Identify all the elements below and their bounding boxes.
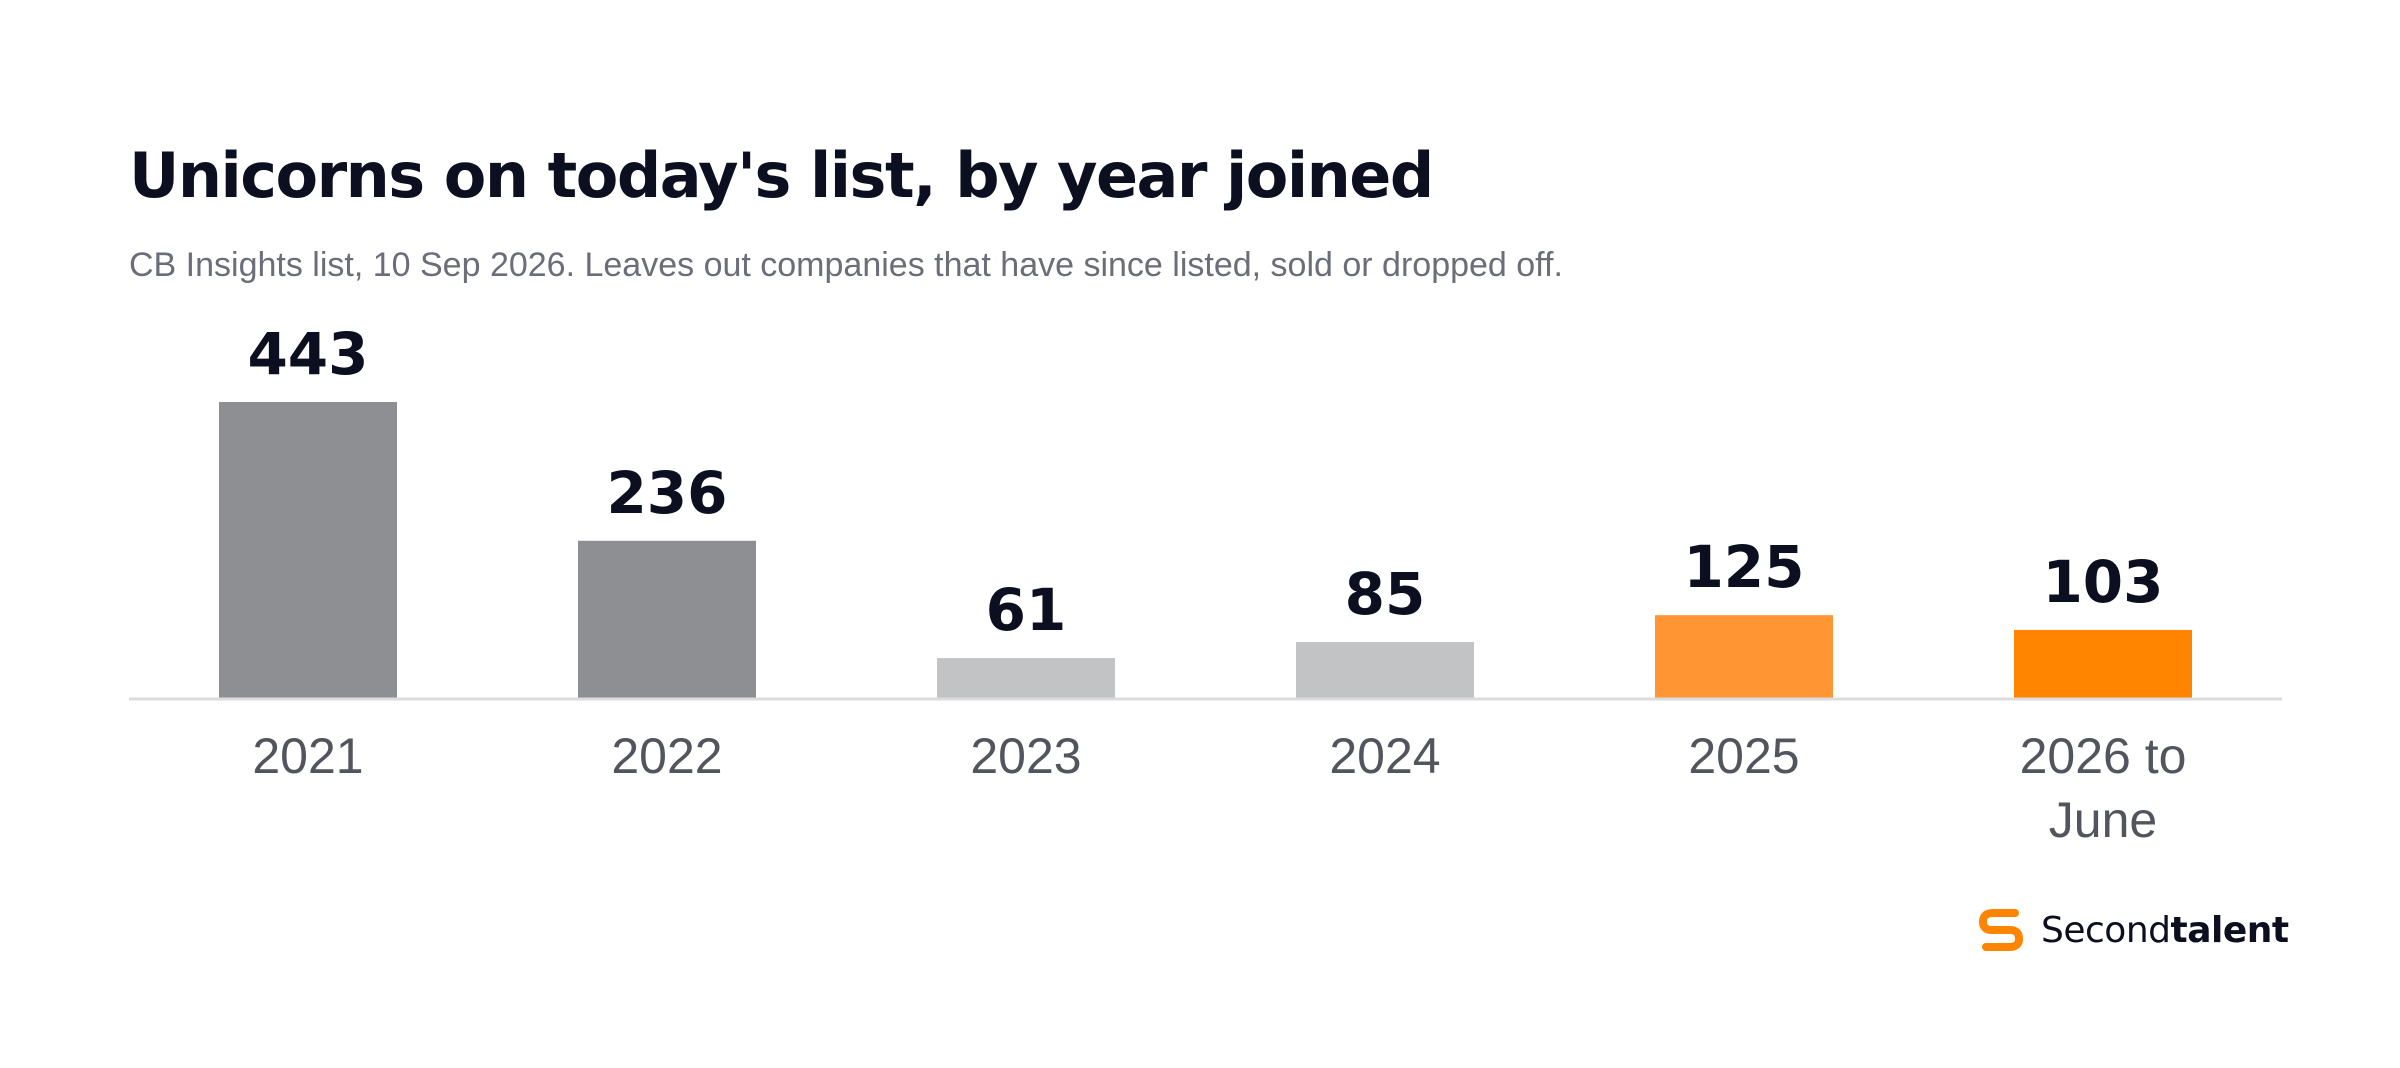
bar-2025 <box>1655 615 1833 699</box>
x-tick-label: 2024 <box>1329 728 1440 784</box>
x-tick-label: 2021 <box>252 728 363 784</box>
logo-wordmark-regular: Second <box>2041 909 2171 951</box>
logo-wordmark-bold: talent <box>2170 909 2290 951</box>
x-tick-label: June <box>2049 792 2157 848</box>
chart-title: Unicorns on today's list, by year joined <box>129 139 1434 212</box>
secondtalent-logo: Secondtalent <box>1975 902 2289 958</box>
bars-group <box>219 402 2192 699</box>
x-tick-labels-group: 2021 2022 2023 2024 2025 2026 to June <box>252 728 2186 848</box>
x-tick-label: 2023 <box>970 728 1081 784</box>
x-tick-label: 2026 to <box>2020 728 2187 784</box>
data-label: 85 <box>1345 560 1426 628</box>
x-tick-label: 2022 <box>611 728 722 784</box>
logo-wordmark: Secondtalent <box>2041 910 2289 951</box>
data-label: 61 <box>986 576 1067 644</box>
bar-2024 <box>1296 642 1474 699</box>
x-tick-label: 2025 <box>1688 728 1799 784</box>
bar-2021 <box>219 402 397 699</box>
data-labels-group: 443 236 61 85 125 103 <box>247 320 2163 644</box>
chart-subtitle: CB Insights list, 10 Sep 2026. Leaves ou… <box>129 246 1563 284</box>
secondtalent-s-logo-icon <box>1979 909 2023 951</box>
bar-2022 <box>578 540 756 699</box>
bar-2023 <box>937 658 1115 699</box>
bar-2026-to-june <box>2014 629 2192 699</box>
data-label: 443 <box>247 320 368 388</box>
data-label: 103 <box>2042 548 2163 616</box>
data-label: 125 <box>1683 533 1804 601</box>
data-label: 236 <box>606 459 727 527</box>
